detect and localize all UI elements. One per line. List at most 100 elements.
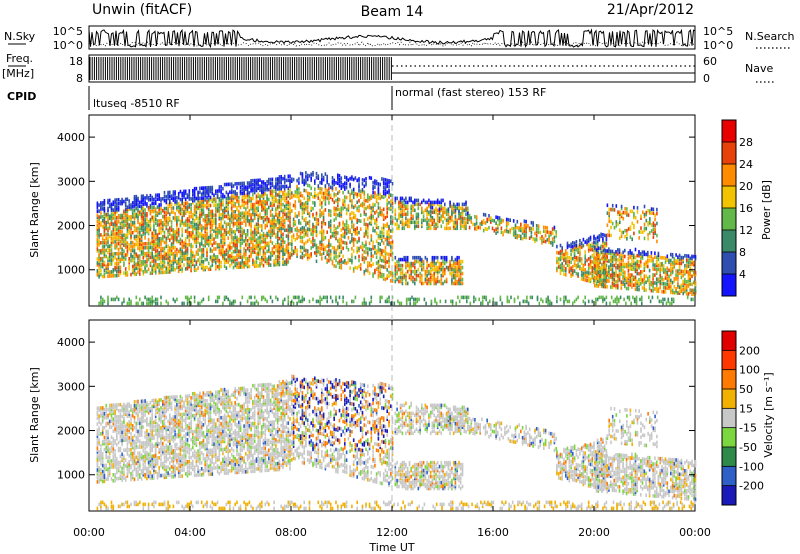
echo-cell xyxy=(388,236,390,241)
echo-cell xyxy=(96,263,99,267)
echo-cell xyxy=(119,235,122,240)
echo-cell xyxy=(139,238,141,242)
echo-cell xyxy=(445,226,448,231)
echo-cell xyxy=(197,258,199,262)
echo-cell xyxy=(112,202,115,206)
echo-cell xyxy=(611,269,614,274)
echo-cell xyxy=(401,200,404,205)
echo-cell xyxy=(218,258,221,263)
echo-cell xyxy=(319,250,321,255)
echo-cell xyxy=(372,204,374,209)
echo-cell xyxy=(349,258,351,262)
echo-cell xyxy=(146,196,148,200)
echo-cell xyxy=(629,273,631,277)
echo-cell xyxy=(398,267,400,272)
echo-cell xyxy=(162,258,164,263)
echo-cell xyxy=(202,234,205,238)
echo-cell xyxy=(368,197,371,202)
echo-cell xyxy=(204,218,206,222)
echo-cell xyxy=(306,183,309,188)
echo-cell xyxy=(259,248,261,252)
echo-cell xyxy=(147,249,150,254)
echo-cell xyxy=(433,261,435,266)
echo-cell xyxy=(305,252,307,257)
echo-cell xyxy=(230,254,233,258)
echo-cell xyxy=(335,181,337,185)
echo-cell xyxy=(98,263,100,267)
echo-cell xyxy=(163,206,166,211)
echo-cell xyxy=(611,249,614,254)
echo-cell xyxy=(618,262,621,266)
echo-cell xyxy=(589,243,592,248)
echo-cell xyxy=(116,265,118,270)
echo-cell xyxy=(140,250,143,254)
echo-cell xyxy=(461,277,464,282)
echo-cell xyxy=(377,182,380,186)
echo-cell xyxy=(202,253,205,258)
echo-cell xyxy=(504,229,506,233)
echo-cell xyxy=(139,258,141,262)
echo-cell xyxy=(431,257,434,262)
echo-cell xyxy=(449,263,451,268)
echo-cell xyxy=(429,205,432,210)
echo-cell xyxy=(239,233,242,238)
echo-cell xyxy=(174,216,176,220)
echo-cell xyxy=(314,201,316,205)
echo-cell xyxy=(599,274,601,278)
echo-cell xyxy=(431,220,434,225)
echo-cell xyxy=(241,261,244,265)
echo-cell xyxy=(321,221,323,225)
echo-cell xyxy=(232,218,235,222)
echo-cell xyxy=(363,258,366,262)
echo-cell xyxy=(200,196,203,200)
echo-cell xyxy=(209,265,212,269)
echo-cell xyxy=(603,241,606,245)
echo-cell xyxy=(454,208,457,213)
echo-cell xyxy=(556,256,558,261)
echo-cell xyxy=(283,176,286,181)
echo-cell xyxy=(372,274,374,278)
echo-cell xyxy=(347,247,350,252)
echo-cell xyxy=(246,260,249,265)
echo-cell xyxy=(370,234,373,238)
echo-cell xyxy=(176,223,178,228)
echo-cell xyxy=(359,267,362,271)
echo-cell xyxy=(379,230,381,234)
echo-cell xyxy=(618,266,621,270)
echo-cell xyxy=(236,257,238,262)
echo-cell xyxy=(167,266,169,270)
echo-cell xyxy=(261,206,263,210)
echo-cell xyxy=(447,207,450,211)
echo-cell xyxy=(351,189,353,193)
echo-cell xyxy=(282,222,284,227)
echo-cell xyxy=(299,199,302,204)
echo-cell xyxy=(158,266,160,271)
echo-cell xyxy=(465,202,467,207)
echo-cell xyxy=(382,259,385,263)
echo-cell xyxy=(321,173,323,177)
echo-cell xyxy=(154,241,157,245)
echo-cell xyxy=(101,256,104,261)
echo-cell xyxy=(184,251,187,255)
echo-cell xyxy=(188,225,191,229)
echo-cell xyxy=(204,227,206,232)
echo-cell xyxy=(365,240,367,245)
echo-cell xyxy=(200,242,203,246)
echo-cell xyxy=(232,204,235,208)
echo-cell xyxy=(100,223,102,227)
echo-cell xyxy=(273,231,275,235)
echo-cell xyxy=(162,260,164,265)
echo-cell xyxy=(276,219,279,223)
echo-cell xyxy=(308,223,311,228)
echo-cell xyxy=(386,276,388,280)
echo-cell xyxy=(461,216,464,221)
echo-cell xyxy=(105,236,107,241)
echo-cell xyxy=(181,197,183,202)
echo-cell xyxy=(211,215,214,220)
echo-cell xyxy=(216,193,219,197)
echo-cell xyxy=(312,200,314,205)
echo-cell xyxy=(255,180,258,185)
echo-cell xyxy=(234,249,236,254)
echo-cell xyxy=(391,201,394,206)
echo-cell xyxy=(218,215,221,219)
